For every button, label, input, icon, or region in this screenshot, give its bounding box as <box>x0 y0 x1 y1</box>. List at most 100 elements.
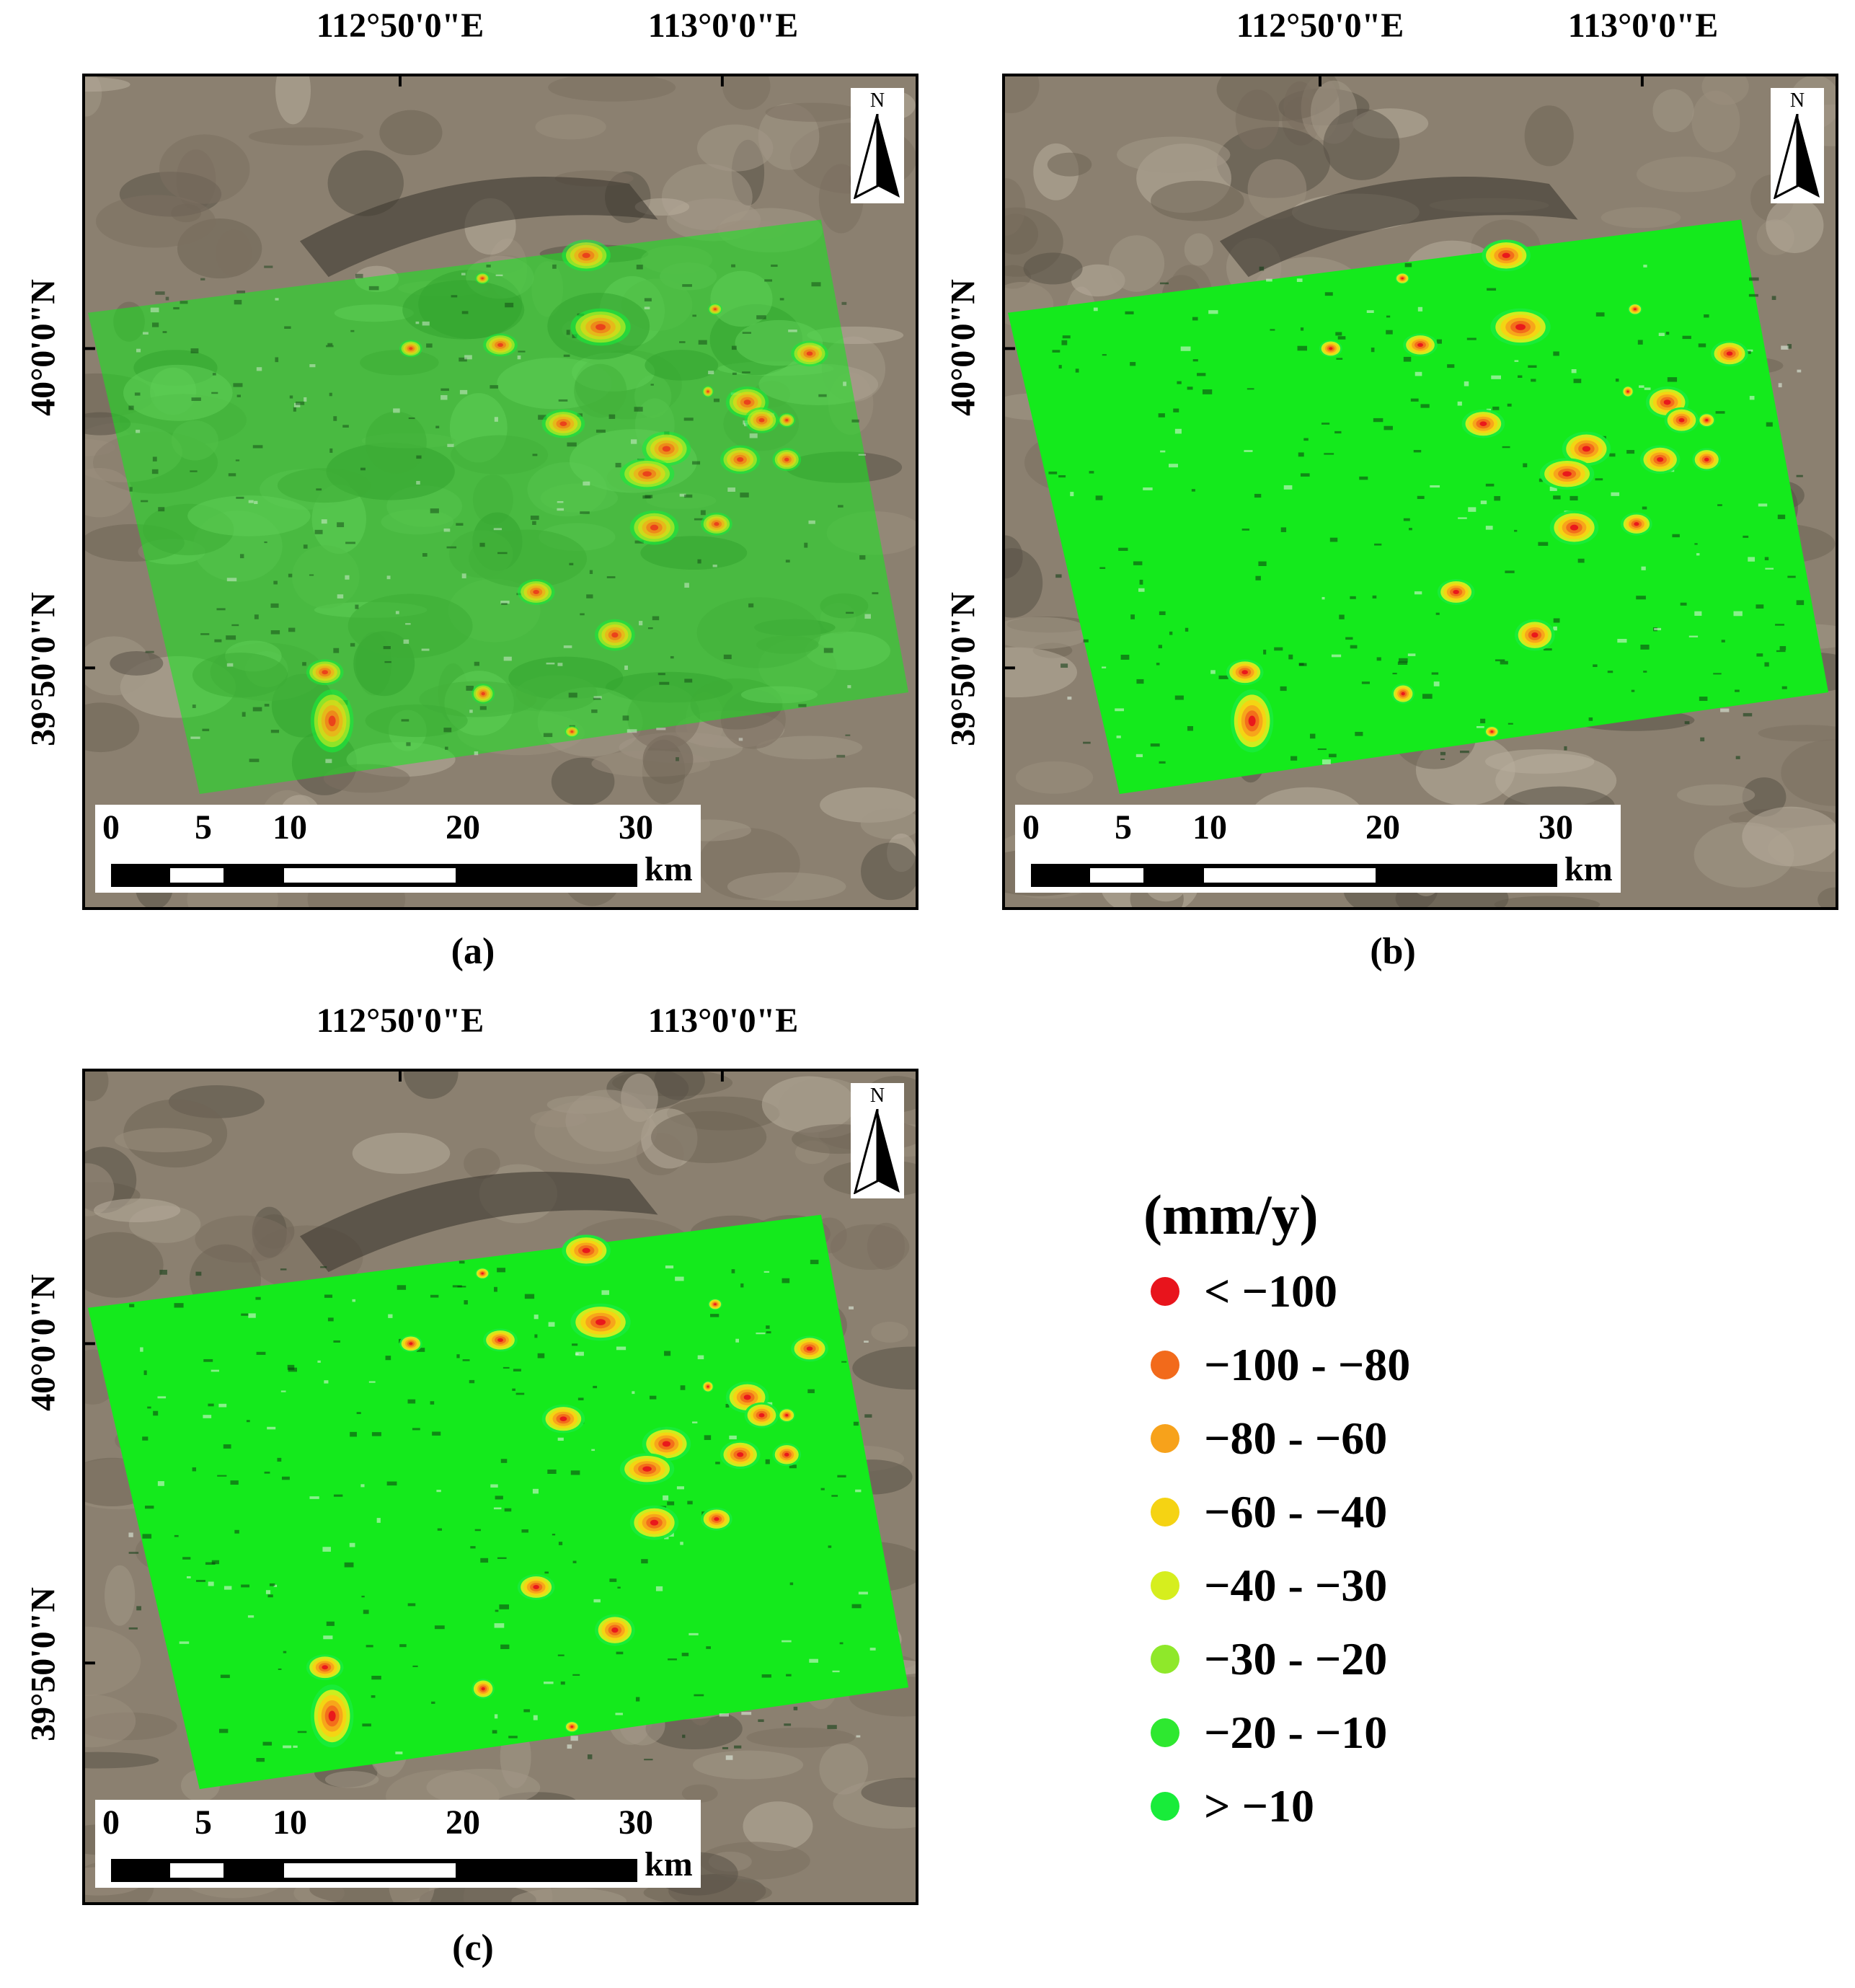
coherence-speckle <box>596 429 606 433</box>
coherence-speckle <box>544 1571 549 1574</box>
subsidence-hotspot <box>322 670 328 675</box>
coherence-speckle <box>593 1599 601 1603</box>
coherence-speckle <box>843 381 847 386</box>
coherence-speckle <box>376 1518 381 1523</box>
coherence-speckle <box>1329 754 1337 758</box>
coherence-speckle <box>1764 557 1769 561</box>
terrain-patch <box>1323 108 1400 180</box>
coherence-speckle <box>1682 335 1691 340</box>
subsidence-hotspot <box>1726 351 1733 356</box>
terrain-patch <box>352 1132 451 1174</box>
coherence-speckle <box>642 495 651 499</box>
coherence-speckle <box>789 1582 794 1586</box>
terrain-patch <box>1636 156 1736 193</box>
coherence-speckle <box>415 321 420 324</box>
coherence-speckle <box>692 314 696 317</box>
coherence-speckle <box>430 508 439 513</box>
coherence-speckle <box>523 1709 531 1713</box>
coherence-speckle <box>627 729 637 733</box>
subsidence-hotspot <box>650 524 659 531</box>
coherence-speckle <box>682 284 692 287</box>
coherence-speckle <box>371 1432 381 1436</box>
coherence-speckle <box>601 1290 610 1295</box>
scale-tick-20: 20 <box>446 808 480 847</box>
terrain-patch <box>379 110 443 156</box>
subsidence-hotspot <box>1663 399 1671 405</box>
coherence-speckle <box>680 1385 686 1390</box>
map-panel-b: N 0 5 10 20 30 km <box>1002 74 1838 910</box>
scale-tick-20: 20 <box>446 1803 480 1842</box>
coherence-speckle <box>1160 450 1166 453</box>
legend-swatch <box>1151 1277 1179 1306</box>
coherence-speckle <box>630 439 637 444</box>
coherence-speckle <box>1300 327 1304 331</box>
scale-bar-segments <box>111 1859 637 1882</box>
terrain-patch <box>93 1198 181 1223</box>
coherence-speckle <box>1639 385 1644 388</box>
coherence-speckle <box>325 759 332 764</box>
coherence-speckle <box>499 1604 510 1609</box>
coherence-speckle <box>192 704 196 708</box>
coherence-speckle <box>452 1285 462 1288</box>
coherence-speckle <box>738 738 743 741</box>
coherence-speckle <box>1180 346 1191 351</box>
coherence-speckle <box>273 580 278 585</box>
coherence-speckle <box>1274 647 1283 651</box>
coherence-speckle <box>586 594 593 598</box>
subsidence-hotspot <box>611 632 619 638</box>
coherence-speckle <box>134 392 141 396</box>
coherence-speckle <box>679 493 686 497</box>
coherence-speckle <box>1185 627 1189 632</box>
coherence-speckle <box>1373 418 1383 423</box>
coherence-speckle <box>1280 527 1287 533</box>
coherence-speckle <box>735 1338 740 1343</box>
coherence-speckle <box>580 511 590 514</box>
coherence-speckle <box>652 616 660 621</box>
coherence-speckle <box>1433 681 1440 686</box>
subsidence-hotspot <box>582 1247 590 1253</box>
subsidence-hotspot <box>1704 457 1709 461</box>
coherence-speckle <box>333 648 340 653</box>
coherence-speckle <box>264 541 267 544</box>
coherence-speckle <box>151 322 159 327</box>
coherence-speckle <box>236 496 244 499</box>
subsidence-hotspot <box>707 390 709 393</box>
terrain-patch <box>746 1727 856 1748</box>
coherence-speckle <box>200 278 205 280</box>
coherence-speckle <box>761 1674 771 1678</box>
legend-swatch <box>1151 1498 1179 1527</box>
map-panel-a: N 0 5 10 20 30 km <box>82 74 918 910</box>
coherence-speckle <box>293 402 301 407</box>
coherence-speckle <box>324 1294 333 1298</box>
coherence-speckle <box>474 1529 481 1532</box>
coherence-speckle <box>289 395 293 399</box>
coherence-speckle <box>656 728 666 730</box>
coherence-speckle <box>1766 422 1773 427</box>
terrain-patch <box>85 1232 164 1298</box>
coherence-speckle <box>226 578 237 582</box>
terrain-patch <box>1184 233 1213 266</box>
coherence-speckle <box>1487 288 1497 291</box>
coherence-speckle <box>422 553 428 557</box>
coherence-speckle <box>503 656 512 661</box>
terrain-patch <box>1151 180 1244 221</box>
coherence-speckle <box>1617 639 1627 643</box>
coherence-speckle <box>462 1359 470 1361</box>
coherence-speckle <box>436 1490 441 1493</box>
coherence-speckle <box>1607 671 1613 673</box>
coherence-speckle <box>1642 506 1647 510</box>
coherence-speckle <box>804 542 808 548</box>
scale-tick-30: 30 <box>1539 808 1573 847</box>
coherence-speckle <box>368 1381 376 1383</box>
coherence-speckle <box>557 663 563 666</box>
coherence-speckle <box>731 1269 735 1273</box>
subsidence-hotspot <box>743 1395 751 1400</box>
coherence-speckle <box>470 1546 476 1549</box>
coherence-speckle <box>288 1367 297 1372</box>
coherence-speckle <box>1376 657 1381 661</box>
subsidence-hotspot <box>650 1519 659 1526</box>
coherence-speckle <box>1055 574 1062 578</box>
subsidence-hotspot <box>714 522 720 526</box>
coherence-speckle <box>211 1560 220 1565</box>
coherence-speckle <box>275 298 279 301</box>
